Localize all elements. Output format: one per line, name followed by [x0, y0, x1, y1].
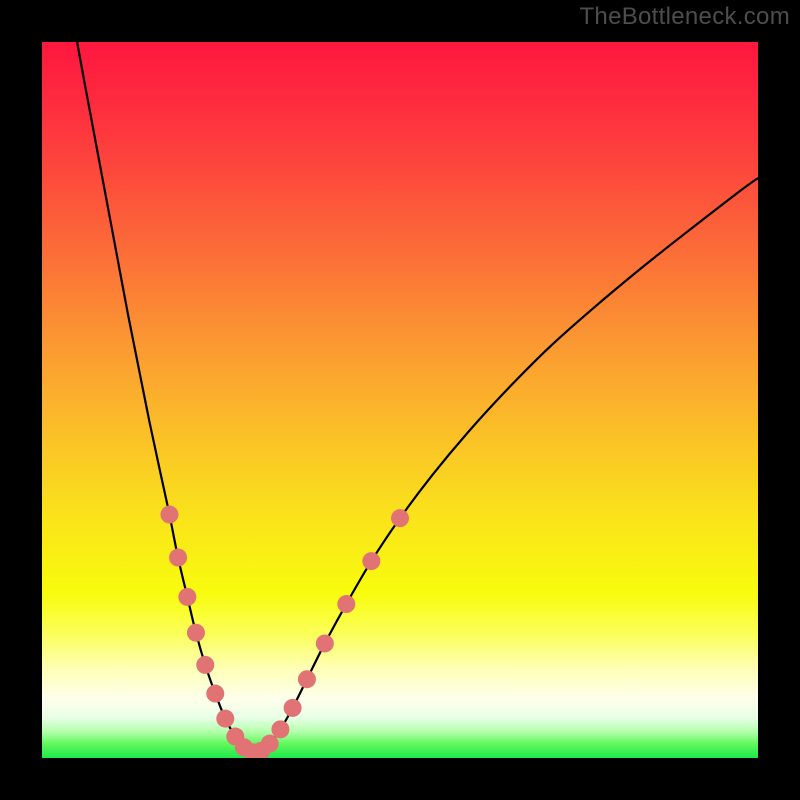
data-point-marker [362, 552, 380, 570]
data-point-marker [216, 710, 234, 728]
data-point-marker [271, 720, 289, 738]
data-point-marker [169, 549, 187, 567]
data-point-marker [316, 634, 334, 652]
data-point-marker [261, 735, 279, 753]
plot-area [42, 42, 758, 758]
watermark-text: TheBottleneck.com [579, 3, 790, 31]
data-point-marker [178, 588, 196, 606]
data-point-marker [206, 685, 224, 703]
data-point-marker [187, 624, 205, 642]
data-point-marker [391, 509, 409, 527]
data-point-marker [160, 506, 178, 524]
data-point-marker [337, 595, 355, 613]
curve-layer [42, 42, 758, 758]
data-point-marker [196, 656, 214, 674]
bottleneck-curve [77, 42, 758, 753]
data-point-marker [284, 699, 302, 717]
data-point-marker [298, 670, 316, 688]
